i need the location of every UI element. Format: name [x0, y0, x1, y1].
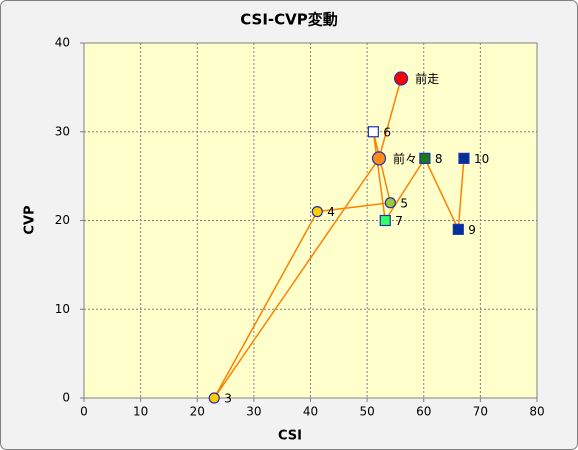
- point-label: 4: [327, 205, 335, 219]
- point: [458, 152, 470, 164]
- y-axis-title: CVP: [23, 205, 38, 234]
- point: [367, 126, 379, 138]
- y-tick-label: 10: [55, 302, 70, 316]
- x-tick-label: 70: [473, 405, 488, 419]
- point-label: 9: [468, 223, 476, 237]
- x-tick-label: 40: [303, 405, 318, 419]
- x-tick-label: 80: [529, 405, 544, 419]
- point-label: 6: [383, 125, 391, 139]
- point-label: 前走: [415, 71, 439, 86]
- point: [311, 206, 323, 218]
- chart-title: CSI-CVP変動: [240, 11, 338, 29]
- x-axis-title: CSI: [278, 429, 302, 444]
- point-label: 5: [400, 196, 408, 210]
- point-label: 前々: [393, 151, 417, 166]
- point-label: 8: [435, 152, 443, 166]
- connecting-line: [213, 78, 465, 399]
- point: [452, 223, 464, 235]
- point: [371, 151, 387, 166]
- x-tick-label: 10: [133, 405, 148, 419]
- x-tick-label: 30: [246, 405, 261, 419]
- point-label: 7: [395, 214, 403, 228]
- x-tick-label: 20: [190, 405, 205, 419]
- point: [379, 214, 391, 227]
- x-tick-label: 0: [80, 405, 88, 419]
- y-tick-label: 0: [62, 391, 70, 405]
- point: [208, 392, 220, 404]
- point: [419, 152, 431, 164]
- x-tick-label: 50: [359, 405, 374, 419]
- point-label: 3: [224, 392, 232, 406]
- x-tick-label: 60: [416, 405, 431, 419]
- point-label: 10: [474, 152, 489, 166]
- y-tick-label: 30: [55, 124, 70, 138]
- point: [384, 197, 396, 209]
- point: [394, 71, 409, 86]
- y-tick-label: 20: [55, 213, 70, 227]
- y-tick-label: 40: [55, 36, 70, 50]
